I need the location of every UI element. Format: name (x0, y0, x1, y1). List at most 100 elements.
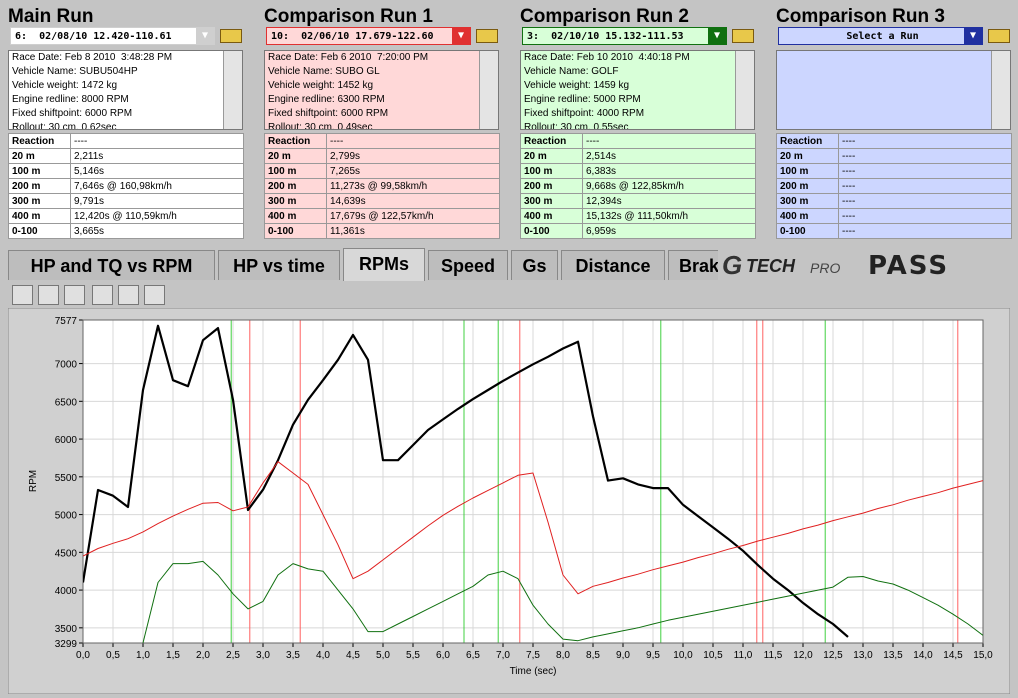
tab[interactable]: Speed (428, 250, 508, 280)
result-value: 2,514s (582, 148, 756, 164)
result-value: 14,639s (326, 193, 500, 209)
run-dropdown[interactable]: Select a Run ▼ (778, 27, 983, 45)
dropdown-text: 10: 02/06/10 17.679-122.60 (271, 31, 434, 42)
y-tick-label: 7000 (55, 360, 78, 371)
tab[interactable]: Gs (511, 250, 558, 280)
tab[interactable]: HP and TQ vs RPM (8, 250, 215, 280)
x-tick-label: 7,5 (526, 650, 540, 661)
result-label: 200 m (776, 178, 839, 194)
info-scrollbar[interactable] (735, 51, 754, 129)
info-line: Rollout: 30 cm, 0.49sec (268, 122, 373, 130)
result-value: 7,265s (326, 163, 500, 179)
result-value: 6,959s (582, 223, 756, 239)
x-tick-label: 10,0 (673, 650, 693, 661)
zoom-in-button[interactable] (12, 285, 33, 305)
x-tick-label: 8,5 (586, 650, 600, 661)
info-scrollbar[interactable] (991, 51, 1010, 129)
x-tick-label: 0,0 (76, 650, 90, 661)
result-value: ---- (838, 223, 1012, 239)
logo-suffix: PRO (810, 260, 841, 276)
results-row: Reaction ---- (520, 133, 756, 149)
result-value: 11,273s @ 99,58km/h (326, 178, 500, 194)
x-tick-label: 4,5 (346, 650, 360, 661)
result-label: 300 m (8, 193, 71, 209)
result-label: 100 m (264, 163, 327, 179)
dropdown-button[interactable]: ▼ (708, 28, 726, 44)
open-folder-button[interactable] (476, 29, 498, 43)
results-row: 300 m ---- (776, 193, 1012, 209)
result-label: 400 m (264, 208, 327, 224)
result-value: ---- (582, 133, 756, 149)
result-label: 0-100 (264, 223, 327, 239)
info-line: Vehicle Name: SUBO GL (268, 66, 380, 77)
run-dropdown[interactable]: 10: 02/06/10 17.679-122.60 ▼ (266, 27, 471, 45)
results-table: Reaction ---- 20 m 2,799s 100 m 7,265s 200 m 11… (264, 133, 500, 239)
results-row: 200 m ---- (776, 178, 1012, 194)
tab[interactable]: RPMs (343, 248, 425, 281)
result-label: 20 m (8, 148, 71, 164)
x-tick-label: 2,0 (196, 650, 210, 661)
zoom-out-button[interactable] (64, 285, 85, 305)
x-tick-label: 15,0 (973, 650, 993, 661)
dropdown-button[interactable]: ▼ (964, 28, 982, 44)
result-value: 7,646s @ 160,98km/h (70, 178, 244, 194)
result-value: 15,132s @ 111,50km/h (582, 208, 756, 224)
y-tick-label: 5500 (55, 473, 78, 484)
dropdown-button[interactable]: ▼ (452, 28, 470, 44)
result-label: 20 m (776, 148, 839, 164)
info-line: Race Date: Feb 8 2010 3:48:28 PM (12, 52, 173, 63)
result-value: 17,679s @ 122,57km/h (326, 208, 500, 224)
logo-g: G (722, 250, 743, 280)
result-value: 12,394s (582, 193, 756, 209)
results-row: 0-100 6,959s (520, 223, 756, 239)
run-dropdown[interactable]: 6: 02/08/10 12.420-110.61 ▼ (10, 27, 215, 45)
info-scrollbar[interactable] (479, 51, 498, 129)
results-row: 300 m 9,791s (8, 193, 244, 209)
y-tick-label: 7577 (55, 316, 78, 327)
fit-button[interactable] (118, 285, 139, 305)
zoom-region-button[interactable] (38, 285, 59, 305)
rpm-line (142, 560, 983, 643)
open-folder-button[interactable] (220, 29, 242, 43)
result-value: ---- (838, 148, 1012, 164)
open-folder-button[interactable] (988, 29, 1010, 43)
y-axis-label: RPM (28, 470, 39, 492)
grid-button[interactable] (144, 285, 165, 305)
results-row: 0-100 11,361s (264, 223, 500, 239)
results-row: 200 m 11,273s @ 99,58km/h (264, 178, 500, 194)
results-row: Reaction ---- (264, 133, 500, 149)
tab[interactable]: HP vs time (218, 250, 340, 280)
x-tick-label: 2,5 (226, 650, 240, 661)
panel-title: Main Run (8, 6, 94, 27)
pan-button[interactable] (92, 285, 113, 305)
result-value: 3,665s (70, 223, 244, 239)
results-row: 0-100 ---- (776, 223, 1012, 239)
results-row: 20 m 2,514s (520, 148, 756, 164)
y-tick-label: 4500 (55, 548, 78, 559)
results-row: 100 m 7,265s (264, 163, 500, 179)
tab[interactable]: Distance (561, 250, 665, 280)
results-table: Reaction ---- 20 m 2,211s 100 m 5,146s 200 m 7,… (8, 133, 244, 239)
result-value: ---- (838, 133, 1012, 149)
result-value: 12,420s @ 110,59km/h (70, 208, 244, 224)
tab[interactable]: Brakes (668, 250, 720, 280)
results-row: 400 m ---- (776, 208, 1012, 224)
result-label: 400 m (776, 208, 839, 224)
open-folder-button[interactable] (732, 29, 754, 43)
info-scrollbar[interactable] (223, 51, 242, 129)
results-row: 100 m 6,383s (520, 163, 756, 179)
run-dropdown[interactable]: 3: 02/10/10 15.132-111.53 ▼ (522, 27, 727, 45)
result-label: 20 m (264, 148, 327, 164)
dropdown-button[interactable]: ▼ (196, 28, 214, 44)
logo-product: PASS (868, 251, 950, 281)
results-row: 20 m 2,211s (8, 148, 244, 164)
info-line: Engine redline: 6300 RPM (268, 94, 385, 105)
x-tick-label: 0,5 (106, 650, 120, 661)
results-row: 300 m 12,394s (520, 193, 756, 209)
info-line: Fixed shiftpoint: 4000 RPM (524, 108, 645, 119)
info-line: Engine redline: 5000 RPM (524, 94, 641, 105)
x-tick-label: 9,0 (616, 650, 630, 661)
result-label: 400 m (520, 208, 583, 224)
logo-brand: TECH (746, 256, 795, 276)
